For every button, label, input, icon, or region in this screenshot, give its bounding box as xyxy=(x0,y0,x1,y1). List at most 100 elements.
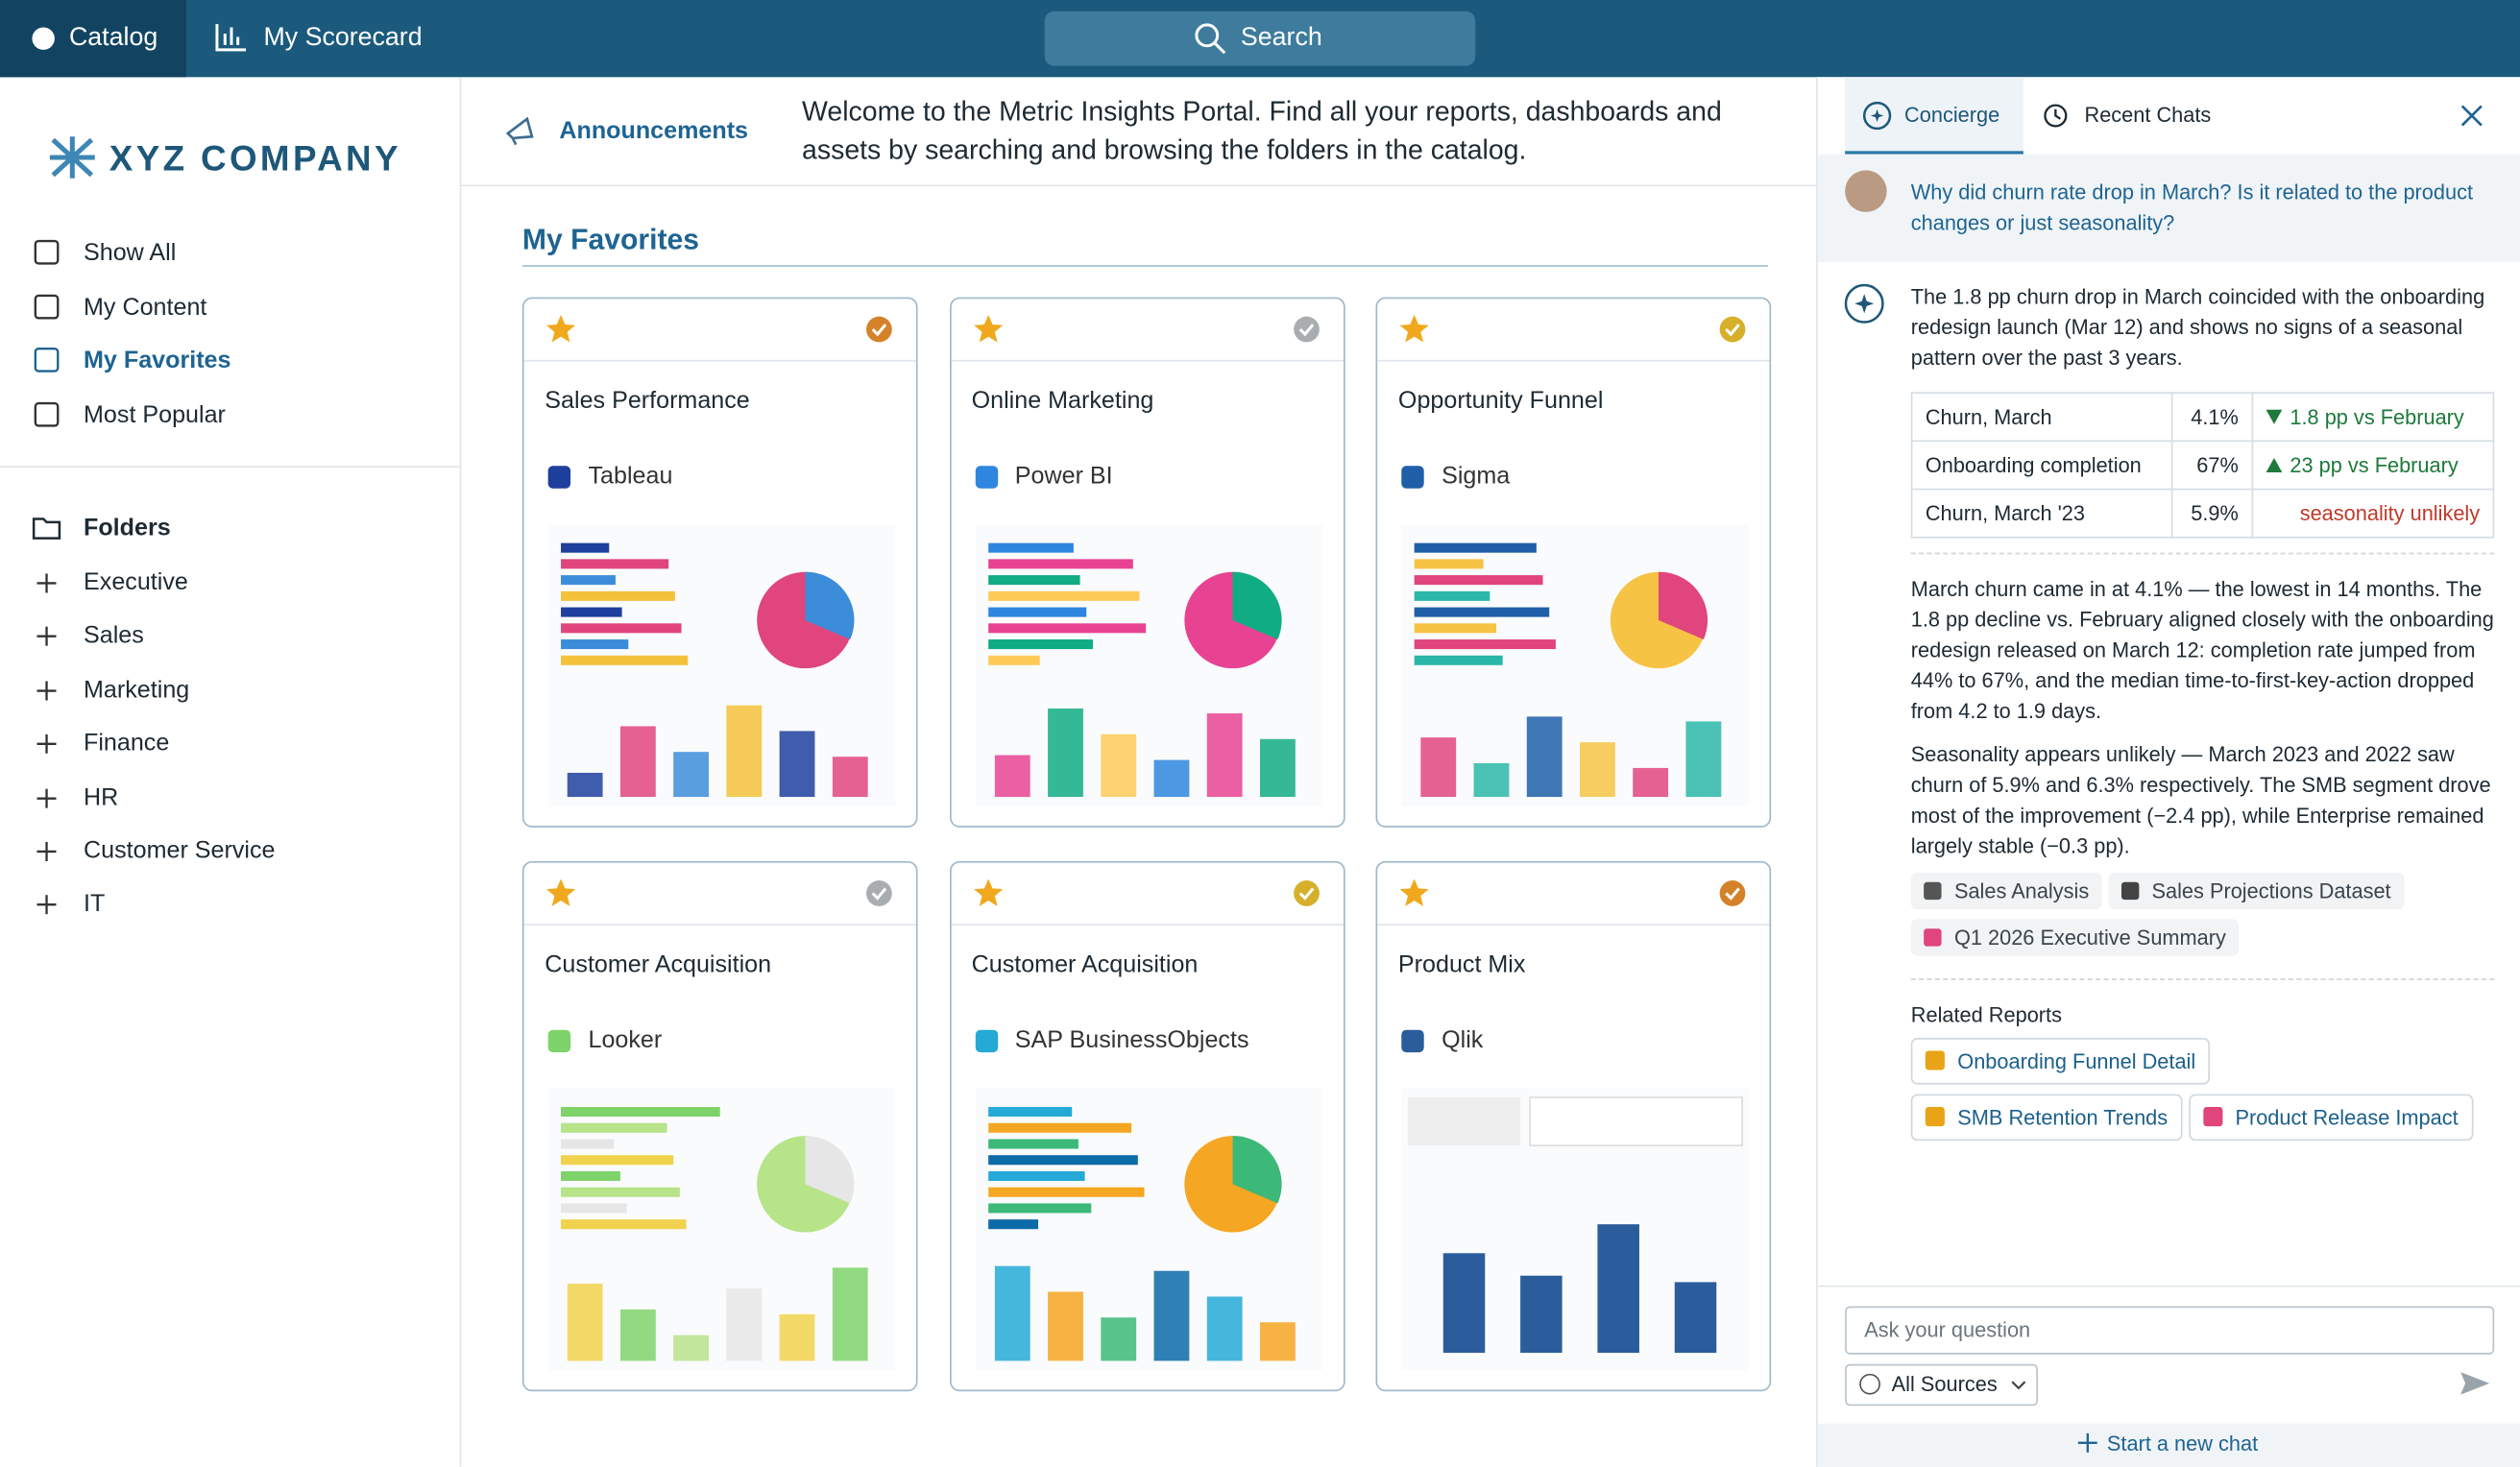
thumb-bar xyxy=(987,1170,1084,1181)
thumb-col xyxy=(619,1309,656,1360)
concierge-icon xyxy=(1862,101,1892,131)
report-label: SMB Retention Trends xyxy=(1957,1105,2169,1130)
card-title: Customer Acquisition xyxy=(971,950,1199,978)
source-chip[interactable]: Sales Projections Dataset xyxy=(2108,872,2404,910)
tab[interactable]: Catalog xyxy=(68,24,158,52)
source-chip[interactable]: Q1 2026 Executive Summary xyxy=(1910,919,2240,956)
thumb-bar xyxy=(987,1186,1144,1196)
folder-item[interactable]: Customer Service xyxy=(84,836,276,865)
thumb-bar xyxy=(1414,655,1503,665)
thumb-bar xyxy=(561,623,682,634)
tab[interactable]: Recent Chats xyxy=(2084,103,2212,128)
folder-item[interactable]: Marketing xyxy=(84,676,190,704)
card-title: Customer Acquisition xyxy=(545,950,772,978)
thumb-col xyxy=(1685,721,1722,798)
separator xyxy=(1910,552,2495,555)
thumb-bar xyxy=(1414,542,1537,553)
check xyxy=(1725,324,1740,337)
thumbnail xyxy=(1401,523,1749,807)
expand-icon xyxy=(36,895,57,915)
source-chip[interactable]: Sales Analysis xyxy=(1910,872,2102,910)
thumb-col xyxy=(1047,709,1083,798)
related-report[interactable]: Onboarding Funnel Detail xyxy=(1910,1038,2211,1085)
card-header-line xyxy=(950,923,1344,926)
cell-text: 5.9% xyxy=(2191,501,2239,526)
thumb-bar xyxy=(561,1202,627,1213)
folder-item[interactable]: IT xyxy=(84,890,106,919)
favorite-card[interactable]: Online Marketing Power BI xyxy=(949,297,1345,828)
table-row: Churn, March '23 5.9% seasonality unlikely xyxy=(1910,488,2495,539)
sources-select[interactable]: All Sources xyxy=(1845,1363,2038,1407)
nav-item[interactable]: My Content xyxy=(84,293,207,321)
card-title: Opportunity Funnel xyxy=(1397,387,1604,415)
nav-icon-shape xyxy=(34,401,60,426)
thumb-col xyxy=(567,772,603,798)
thumb-slice xyxy=(1231,1135,1281,1203)
related-report[interactable]: Product Release Impact xyxy=(2188,1094,2473,1142)
related-report[interactable]: SMB Retention Trends xyxy=(1910,1094,2183,1142)
tab[interactable]: Concierge xyxy=(1904,103,2000,128)
thumb-bar xyxy=(987,623,1146,634)
thumb-bar xyxy=(987,559,1132,569)
thumb-bar xyxy=(561,590,675,601)
answer-paragraph: March churn came in at 4.1% — the lowest… xyxy=(1910,576,2494,724)
source-icon xyxy=(547,466,571,489)
favorite-card[interactable]: Customer Acquisition Looker xyxy=(521,860,918,1391)
thumb-bar xyxy=(1414,607,1550,617)
plus-icon xyxy=(2077,1432,2097,1453)
thumb-col xyxy=(1259,738,1295,798)
tab[interactable]: My Scorecard xyxy=(263,24,423,52)
thumb-panel xyxy=(1407,1096,1521,1145)
thumbnail xyxy=(547,1087,896,1370)
thumb-bar xyxy=(1442,1252,1486,1353)
folder-item[interactable]: Finance xyxy=(84,730,170,758)
history-icon xyxy=(2044,104,2068,128)
thumb-bar xyxy=(561,1121,667,1132)
thumb-col xyxy=(779,731,815,798)
favorite-card[interactable]: Opportunity Funnel Sigma xyxy=(1375,297,1772,828)
check xyxy=(871,886,887,900)
send-button[interactable] xyxy=(2460,1372,2490,1395)
close-button[interactable] xyxy=(2460,105,2483,127)
thumb-bar xyxy=(561,655,689,665)
nav-icon-shape xyxy=(34,239,60,265)
report-label: Onboarding Funnel Detail xyxy=(1957,1048,2196,1073)
thumb-col xyxy=(726,705,763,798)
cell-text: 67% xyxy=(2196,452,2239,478)
thumb-col xyxy=(1473,762,1510,798)
source-icon xyxy=(974,466,998,489)
search-label: Search xyxy=(1240,24,1322,52)
thumb-bar xyxy=(1414,575,1543,586)
thumb-col xyxy=(726,1287,763,1360)
answer-intro: The 1.8 pp churn drop in March coincided… xyxy=(1910,284,2485,370)
source-chips: Sales Analysis Sales Projections Dataset Q… xyxy=(1910,872,2506,966)
search-box[interactable] xyxy=(1044,11,1476,66)
source-name: SAP BusinessObjects xyxy=(1014,1025,1249,1053)
logo-text: XYZ COMPANY xyxy=(109,137,401,179)
nav-item[interactable]: Show All xyxy=(84,239,177,267)
favorite-card[interactable]: Product Mix Qlik xyxy=(1375,860,1772,1391)
question: Why did churn rate drop in March? Is it … xyxy=(1910,180,2474,235)
thumb-col xyxy=(1047,1290,1083,1360)
thumb-bar xyxy=(1597,1223,1639,1353)
divider xyxy=(0,466,460,468)
favorite-card[interactable]: Sales Performance Tableau xyxy=(521,297,918,828)
thumb-slice xyxy=(805,1135,855,1203)
thumb-bar xyxy=(1414,590,1490,601)
favorite-card[interactable]: Customer Acquisition SAP BusinessObjects xyxy=(949,860,1345,1391)
table-cell: 1.8 pp vs February xyxy=(2251,392,2495,443)
nav-item[interactable]: My Favorites xyxy=(84,347,231,374)
folder-item[interactable]: HR xyxy=(84,782,119,811)
certified-badge xyxy=(1293,316,1320,343)
folder-item[interactable]: Sales xyxy=(84,622,144,650)
report-icon xyxy=(1925,1107,1945,1127)
folder-item[interactable]: Executive xyxy=(84,568,188,596)
star-icon xyxy=(1399,878,1429,906)
source-name: Looker xyxy=(588,1025,663,1053)
thumb-col xyxy=(673,752,710,798)
expand-icon xyxy=(36,787,57,808)
new-chat-bar[interactable] xyxy=(1817,1423,2520,1467)
nav-item[interactable]: Most Popular xyxy=(84,400,226,428)
question-input[interactable]: Ask your question xyxy=(1845,1306,2495,1355)
